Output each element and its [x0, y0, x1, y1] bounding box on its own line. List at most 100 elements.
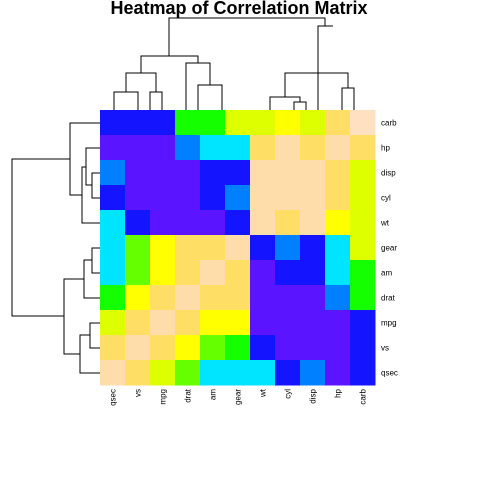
heatmap-cell-am-wt [250, 260, 276, 286]
heatmap-cell-wt-vs [125, 210, 151, 236]
heatmap-cell-hp-wt [250, 135, 276, 161]
col-dend-link [293, 101, 307, 110]
heatmap-cell-gear-mpg [150, 235, 176, 261]
heatmap-cell-cyl-qsec [100, 185, 126, 211]
column-labels: qsec vs mpg drat am gear wt cyl disp hp carb [109, 388, 368, 406]
heatmap-cell-qsec-drat [175, 360, 201, 386]
row-label-wt: wt [380, 219, 390, 228]
row-dend-link [11, 158, 70, 317]
column-dendrogram [113, 17, 355, 110]
col-label-vs: vs [134, 389, 143, 397]
heatmap-cell-cyl-disp [300, 185, 326, 211]
heatmap-cell-hp-disp [300, 135, 326, 161]
heatmap-cell-carb-disp [300, 110, 326, 136]
heatmap-cell-disp-am [200, 160, 226, 186]
heatmap-cell-qsec-mpg [150, 360, 176, 386]
col-label-gear: gear [234, 389, 243, 405]
heatmap-cell-disp-cyl [275, 160, 301, 186]
col-label-drat: drat [184, 388, 193, 403]
heatmap-cell-mpg-gear [225, 310, 251, 336]
heatmap-cell-drat-drat [175, 285, 201, 311]
col-dend-link [149, 91, 163, 110]
col-label-mpg: mpg [159, 389, 168, 405]
heatmap-cell-gear-cyl [275, 235, 301, 261]
heatmap-cell-mpg-wt [250, 310, 276, 336]
heatmap-cell-carb-drat [175, 110, 201, 136]
heatmap-cell-cyl-cyl [275, 185, 301, 211]
heatmap-cell-am-drat [175, 260, 201, 286]
heatmap-cell-gear-wt [250, 235, 276, 261]
heatmap-cell-qsec-qsec [100, 360, 126, 386]
heatmap-cell-wt-qsec [100, 210, 126, 236]
heatmap-cell-qsec-carb [350, 360, 376, 386]
heatmap-cell-am-disp [300, 260, 326, 286]
heatmap-cell-disp-drat [175, 160, 201, 186]
heatmap-cell-hp-mpg [150, 135, 176, 161]
heatmap-cell-drat-wt [250, 285, 276, 311]
heatmap-cell-hp-carb [350, 135, 376, 161]
heatmap-cell-vs-wt [250, 335, 276, 361]
heatmap-cell-carb-hp [325, 110, 351, 136]
col-dend-link [197, 84, 223, 110]
heatmap-cell-cyl-gear [225, 185, 251, 211]
heatmap-cell-vs-hp [325, 335, 351, 361]
col-dend-link [125, 72, 157, 92]
heatmap-cell-cyl-mpg [150, 185, 176, 211]
heatmap-cell-vs-cyl [275, 335, 301, 361]
heatmap-cell-hp-qsec [100, 135, 126, 161]
col-dend-link [113, 91, 139, 110]
col-dend-link [317, 25, 333, 110]
heatmap-cell-carb-gear [225, 110, 251, 136]
heatmap-cell-hp-am [200, 135, 226, 161]
heatmap-cell-carb-mpg [150, 110, 176, 136]
col-label-am: am [209, 389, 218, 400]
heatmap-cell-vs-carb [350, 335, 376, 361]
heatmap-cell-cyl-wt [250, 185, 276, 211]
col-dend-link [168, 17, 326, 56]
row-dend-link [91, 247, 100, 274]
heatmap-cell-gear-carb [350, 235, 376, 261]
heatmap-cell-disp-hp [325, 160, 351, 186]
chart-title: Heatmap of Correlation Matrix [110, 0, 367, 18]
heatmap-cell-am-qsec [100, 260, 126, 286]
row-labels: carb hp disp cyl wt gear am drat mpg vs qsec [380, 119, 398, 378]
heatmap-cell-wt-drat [175, 210, 201, 236]
heatmap-cell-drat-vs [125, 285, 151, 311]
heatmap-cell-wt-carb [350, 210, 376, 236]
heatmap-cell-carb-wt [250, 110, 276, 136]
heatmap-cell-disp-gear [225, 160, 251, 186]
heatmap-cell-drat-mpg [150, 285, 176, 311]
heatmap-cell-am-carb [350, 260, 376, 286]
heatmap-cell-am-am [200, 260, 226, 286]
heatmap-cell-vs-am [200, 335, 226, 361]
heatmap-cell-carb-am [200, 110, 226, 136]
heatmap-cell-vs-mpg [150, 335, 176, 361]
heatmap-cell-disp-qsec [100, 160, 126, 186]
heatmap-cell-drat-qsec [100, 285, 126, 311]
heatmap-cell-mpg-qsec [100, 310, 126, 336]
col-dend-link [284, 72, 349, 97]
heatmap-cell-cyl-am [200, 185, 226, 211]
heatmap-cell-vs-drat [175, 335, 201, 361]
heatmap-cell-wt-hp [325, 210, 351, 236]
col-label-cyl: cyl [284, 389, 293, 399]
heatmap-cell-mpg-mpg [150, 310, 176, 336]
heatmap-cell-carb-vs [125, 110, 151, 136]
heatmap-cell-hp-cyl [275, 135, 301, 161]
col-dend-link [140, 55, 199, 73]
row-label-disp: disp [381, 169, 396, 178]
heatmap-cell-hp-hp [325, 135, 351, 161]
heatmap-cell-mpg-carb [350, 310, 376, 336]
heatmap-cell-am-gear [225, 260, 251, 286]
heatmap-cell-disp-vs [125, 160, 151, 186]
heatmap-cell-wt-wt [250, 210, 276, 236]
heatmap-cell-gear-qsec [100, 235, 126, 261]
col-label-wt: wt [259, 388, 268, 398]
row-dend-link [89, 322, 100, 349]
heatmap-cell-gear-vs [125, 235, 151, 261]
heatmap-cell-qsec-am [200, 360, 226, 386]
heatmap-cell-drat-carb [350, 285, 376, 311]
heatmap-cell-vs-gear [225, 335, 251, 361]
